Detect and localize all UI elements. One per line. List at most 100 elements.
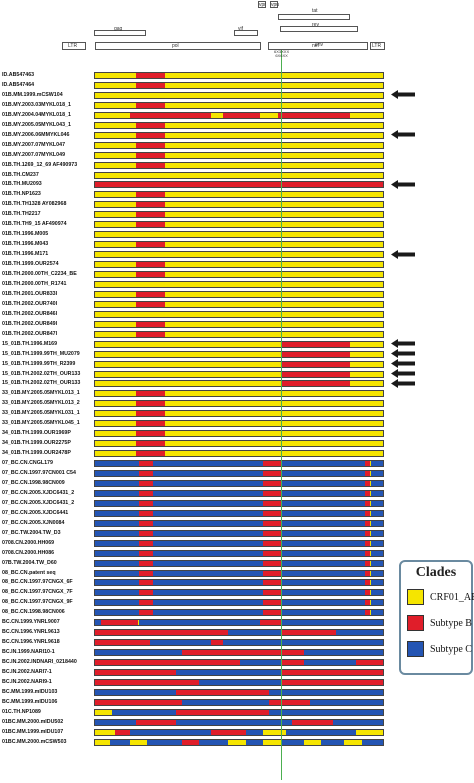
sequence-track [94,529,384,537]
clade-segment-subtype-c [109,739,130,745]
sequence-label: BC.IN.2002.NARI7-1 [2,669,52,675]
clade-segment-subtype-b [138,510,153,516]
clade-segment-subtype-c [150,640,211,646]
gene-tat-2-label: tat [312,8,318,14]
clade-segment-subtype-b [95,699,182,705]
sequence-label: 33_01B.MY.2005.05MYKL045_1 [2,420,80,427]
sequence-track [94,549,384,557]
clade-legend: Clades CRF01_AE Subtype B Subtype C [399,560,474,675]
clade-segment-subtype-b [135,272,165,277]
clade-segment-subtype-b [135,152,165,158]
sequence-label: 01B.TH.2002.OUR849I [2,320,58,327]
breakpoint-coordinate: 6X3XXX 6X6XX [274,49,290,58]
clade-segment-subtype-b [135,401,165,407]
clade-segment-subtype-b [95,182,383,188]
clade-segment-crf01-ae [164,82,383,88]
clade-segment-subtype-b [135,202,165,208]
clade-segment-subtype-b [135,102,165,108]
clade-segment-crf01-ae [356,729,383,735]
sequence-track [94,639,384,647]
clade-segment-subtype-b [138,580,153,586]
clade-segment-subtype-b [95,660,240,666]
clade-segment-crf01-ae [95,152,136,158]
gene-pol-7-label: pol [172,43,179,49]
clade-segment-subtype-b [364,550,371,556]
clade-segment-subtype-c [153,471,264,476]
clade-segment-subtype-c [280,510,365,516]
legend-swatch-crf01-ae [407,589,424,605]
clade-segment-subtype-c [153,540,264,546]
sequence-label: 34_01B.TH.1999.OUR1969P [2,430,71,437]
clade-segment-crf01-ae [95,172,383,178]
sequence-label: 07_BC.CN.2005.XJDC6431_2 [2,499,75,506]
clade-segment-subtype-b [280,341,351,347]
sequence-track [94,539,384,547]
clade-segment-subtype-b [280,670,383,675]
clade-segment-subtype-c [95,580,139,586]
clade-segment-subtype-b [138,590,153,596]
clade-segment-subtype-c [222,640,383,646]
clade-segment-subtype-c [95,490,139,496]
clade-segment-crf01-ae [344,739,362,745]
sequence-label: 34_01B.TH.1999.OUR2478P [2,450,71,457]
clade-segment-subtype-c [269,689,383,695]
sequence-track [94,698,384,706]
clade-segment-subtype-c [332,719,383,725]
sequence-track [94,191,384,199]
clade-segment-subtype-b [263,570,281,576]
clade-segment-crf01-ae [95,451,136,457]
clade-segment-subtype-b [269,699,310,705]
clade-segment-crf01-ae [95,291,136,297]
clade-segment-subtype-c [280,610,365,616]
left-arrow-icon [391,378,415,388]
clade-segment-subtype-b [135,321,165,327]
clade-segment-subtype-b [211,729,246,735]
sequence-track [94,310,384,318]
clade-segment-subtype-c [280,520,365,526]
clade-segment-subtype-c [303,650,383,656]
clade-segment-subtype-b [364,471,371,476]
sequence-label: BC.IN.2002.NARI9-1 [2,678,52,685]
clade-segment-subtype-c [95,590,139,596]
clade-segment-subtype-b [138,480,153,486]
clade-segment-crf01-ae [164,301,383,307]
clade-segment-subtype-b [138,500,153,506]
sequence-track [94,300,384,308]
clade-segment-subtype-c [95,510,139,516]
clade-segment-crf01-ae [95,162,136,168]
clade-segment-subtype-b [364,461,371,467]
left-arrow-icon [391,90,415,100]
sequence-track [94,569,384,577]
clade-segment-subtype-b [280,660,304,666]
clade-segment-subtype-c [286,729,356,735]
clade-segment-subtype-c [147,739,182,745]
clade-segment-subtype-b [135,391,165,397]
sequence-label: 01B.TH.1269_12_69 AF490973 [2,161,78,168]
clade-segment-subtype-c [280,739,304,745]
clade-segment-subtype-b [263,520,281,526]
sequence-label: 01B.TH.2002.OUR847I [2,330,58,337]
clade-segment-subtype-b [135,132,165,138]
clade-segment-subtype-b [182,650,304,656]
sequence-label: 07_BC.CN.2005.XJDC6431_2 [2,489,75,496]
clade-segment-crf01-ae [95,361,281,367]
clade-segment-crf01-ae [95,222,136,228]
clade-segment-subtype-c [321,739,345,745]
clade-segment-subtype-c [280,500,365,506]
clade-segment-subtype-b [135,262,165,268]
clade-segment-subtype-b [263,490,281,496]
sequence-track [94,678,384,686]
sequence-track [94,619,384,627]
gene-ltr-6-box [62,42,86,50]
sequence-label: 07B.TW.2004.TW_D60 [2,559,57,566]
legend-swatch-subtype-b [407,615,424,631]
clade-segment-subtype-b [138,461,153,467]
sequence-track [94,470,384,477]
sequence-track [94,151,384,159]
sequence-label: 07_BC.CN.CNGL179 [2,460,53,467]
clade-segment-subtype-b [211,640,223,646]
sequence-track [94,390,384,398]
sequence-track [94,669,384,676]
clade-segment-subtype-c [138,620,261,626]
